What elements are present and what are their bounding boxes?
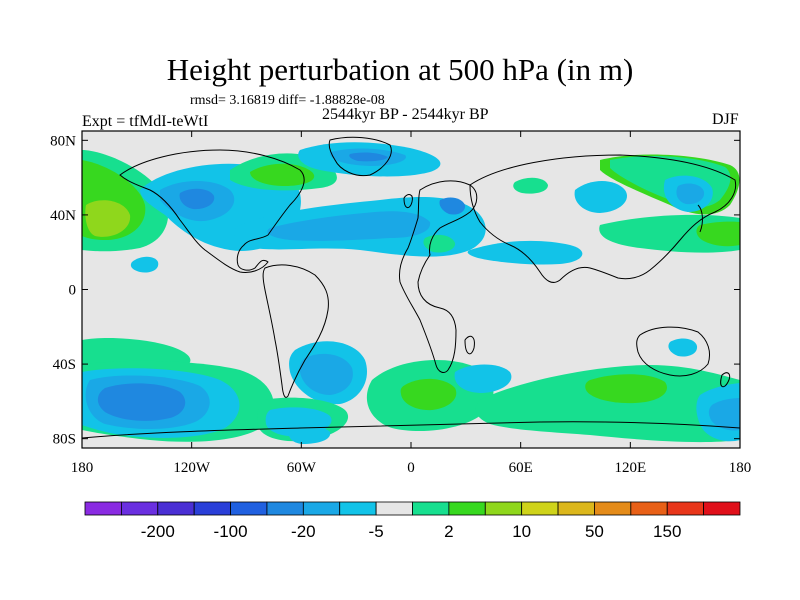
coastline-europe-africa [399, 180, 478, 373]
contour-fill-layer [82, 131, 740, 448]
coastline-australia [636, 326, 711, 377]
colorbar-swatch [193, 501, 231, 516]
contour-region [288, 425, 331, 444]
colorbar-label: 10 [512, 522, 531, 541]
coastline-uk [403, 194, 413, 208]
statistics-text: rmsd= 3.16819 diff= -1.88828e-08 [190, 93, 385, 108]
colorbar-label: -5 [369, 522, 384, 541]
colorbar-label: 2 [444, 522, 453, 541]
colorbar-swatch [120, 501, 159, 516]
x-axis: 180 120W 60W 0 60E 120E 180 [71, 131, 752, 476]
colorbar-swatch [521, 501, 559, 516]
x-tick-label: 60E [509, 460, 533, 476]
colorbar-swatch [448, 501, 486, 516]
contour-region [513, 177, 548, 194]
contour-region [400, 378, 457, 411]
y-tick-label: 40S [53, 357, 76, 373]
x-tick-label: 0 [407, 460, 415, 476]
colorbar-swatch [557, 501, 595, 516]
colorbar-label: 150 [653, 522, 681, 541]
coastlines [82, 136, 740, 439]
coastline-newzealand [720, 372, 731, 388]
x-tick-label: 120W [173, 460, 211, 476]
contour-region [475, 365, 740, 443]
y-tick-label: 40N [50, 208, 76, 224]
colorbar-swatch [484, 501, 523, 516]
colorbar-swatch [412, 501, 450, 516]
colorbar-swatch [594, 501, 632, 516]
contour-region [708, 398, 740, 431]
colorbar-swatch [266, 501, 304, 516]
colorbar-swatch [84, 501, 122, 516]
coastline-south-america [262, 264, 329, 398]
experiment-label: Expt = tfMdI-teWtI [82, 113, 209, 130]
contour-region [454, 364, 512, 393]
contour-region [676, 183, 705, 205]
contour-region [349, 152, 388, 162]
period-label: 2544kyr BP - 2544kyr BP [322, 106, 489, 123]
colorbar-swatch [703, 501, 741, 516]
x-tick-label: 180 [71, 460, 94, 476]
colorbar-label: -200 [141, 522, 175, 541]
colorbar-label: -20 [291, 522, 316, 541]
map-title: Height perturbation at 500 hPa (in m) [166, 52, 634, 87]
contour-region [668, 338, 698, 357]
y-axis: 80N 40N 0 40S 80S [50, 133, 740, 448]
colorbar-label: 50 [585, 522, 604, 541]
contour-region [439, 197, 466, 215]
y-tick-label: 0 [69, 283, 77, 299]
x-tick-label: 180 [729, 460, 752, 476]
contour-region [267, 211, 431, 241]
colorbar-swatch [666, 501, 705, 516]
season-label: DJF [712, 111, 739, 128]
colorbar-swatch [630, 501, 668, 516]
colorbar-swatch [230, 501, 268, 516]
y-tick-label: 80S [53, 432, 76, 448]
coastline-north-america [119, 149, 305, 273]
contour-region [574, 181, 628, 213]
contour-region [299, 353, 353, 395]
contour-region [97, 383, 186, 421]
colorbar-swatch [375, 501, 413, 516]
contour-region [585, 374, 667, 404]
y-tick-label: 80N [50, 133, 76, 149]
coastline-asia [469, 154, 737, 283]
coastline-greenland [328, 136, 392, 177]
colorbar-label: -100 [214, 522, 248, 541]
colorbar-swatch [157, 501, 195, 516]
coastline-madagascar [464, 335, 475, 355]
contour-region [130, 256, 159, 273]
contour-region [467, 240, 583, 265]
coastline-antarctica [82, 421, 740, 439]
x-tick-label: 60W [287, 460, 317, 476]
x-tick-label: 120E [614, 460, 646, 476]
colorbar-swatch [339, 501, 377, 516]
contour-region [179, 188, 215, 210]
contour-region [696, 221, 740, 247]
colorbar: -200 -100 -20 -5 2 10 50 150 [84, 501, 741, 541]
coastline-japan [697, 204, 703, 233]
contour-region [85, 200, 131, 237]
colorbar-swatch [302, 501, 341, 516]
